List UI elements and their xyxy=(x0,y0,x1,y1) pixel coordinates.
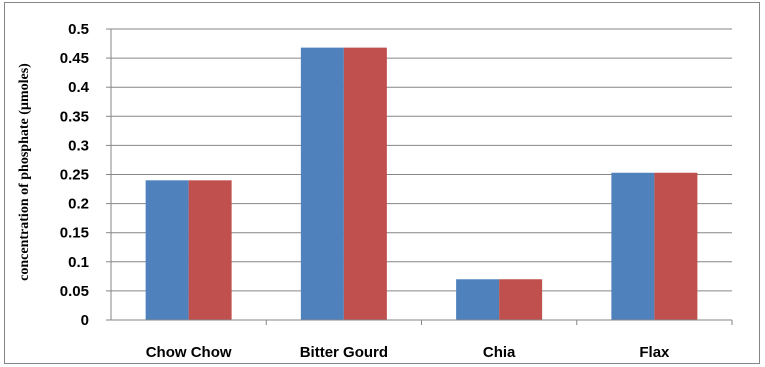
x-tick-label: Bitter Gourd xyxy=(300,344,388,361)
y-tick-label: 0.3 xyxy=(68,137,89,154)
bar-flax-series-2 xyxy=(654,172,698,320)
bar-chow-chow-series-1 xyxy=(145,180,189,320)
bar-flax-series-1 xyxy=(611,172,655,320)
y-tick-label: 0.45 xyxy=(60,50,89,67)
bar-bitter-gourd-series-2 xyxy=(343,47,387,321)
bar-chow-chow-series-2 xyxy=(188,180,232,320)
y-tick-label: 0.25 xyxy=(60,167,89,184)
y-tick-label: 0.4 xyxy=(68,79,90,96)
y-tick-label: 0.05 xyxy=(60,283,89,300)
y-tick-label: 0.2 xyxy=(68,196,89,213)
x-tick-labels: Chow Chow Bitter Gourd Chia Flax xyxy=(146,344,670,361)
axes xyxy=(106,28,733,325)
x-tick-label: Chow Chow xyxy=(146,344,232,361)
bar-chia-series-1 xyxy=(456,279,500,320)
y-axis-label: concentration of phosphate (µmoles) xyxy=(17,63,32,281)
bar-chia-series-2 xyxy=(499,279,543,320)
bars xyxy=(145,47,698,321)
y-tick-label: 0.35 xyxy=(60,108,89,125)
y-tick-label: 0.1 xyxy=(68,254,89,271)
bar-bitter-gourd-series-1 xyxy=(300,47,344,321)
y-tick-label: 0 xyxy=(81,312,89,329)
y-tick-label: 0.15 xyxy=(60,225,89,242)
y-tick-label: 0.5 xyxy=(68,21,89,38)
x-tick-label: Flax xyxy=(639,344,670,361)
x-tick-label: Chia xyxy=(483,344,516,361)
y-tick-labels: 0 0.05 0.1 0.15 0.2 0.25 0.3 0.35 0.4 0.45 0.5 xyxy=(60,21,90,329)
